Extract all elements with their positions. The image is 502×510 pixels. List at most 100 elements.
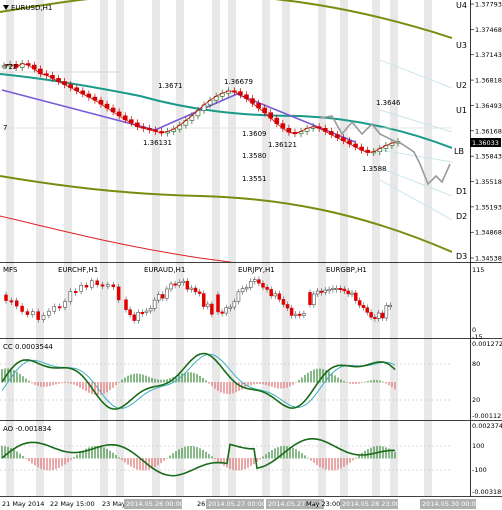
annotation-4: 1.3609	[242, 130, 267, 138]
cc-bar	[37, 382, 39, 387]
cc-bar	[391, 382, 393, 388]
session-stripe	[424, 0, 432, 496]
session-stripe	[36, 0, 44, 496]
mfs-candle	[308, 292, 312, 305]
ao-bar	[166, 457, 168, 459]
ao-bar	[70, 458, 72, 460]
ao-bar	[169, 455, 171, 459]
x-label-7: 2014.05.27 18:00	[268, 500, 326, 508]
ao-bar	[37, 458, 39, 468]
ao-bar	[352, 458, 354, 461]
mfs-candle	[232, 301, 237, 308]
cc-bar	[64, 382, 66, 383]
cc-bar	[235, 382, 237, 393]
ao-bar	[313, 458, 315, 463]
ao-bar	[370, 447, 372, 459]
ao-bar	[28, 458, 30, 462]
ao-bar	[244, 458, 246, 470]
ao-label: AO -0.001834	[3, 425, 52, 433]
cc-bar	[238, 382, 240, 391]
level-d3: D3	[456, 252, 467, 261]
ao-tick-4: -0.003181	[472, 488, 502, 496]
ao-bar	[349, 458, 351, 463]
cc-bar	[301, 377, 303, 383]
ao-bar	[79, 452, 81, 459]
mfs-candle	[52, 306, 57, 312]
session-stripe	[152, 0, 160, 496]
cc-bar	[289, 382, 291, 387]
ao-bar	[208, 454, 210, 459]
ao-bar	[46, 458, 48, 471]
cc-bar	[139, 373, 141, 383]
cc-bar	[373, 379, 375, 383]
mfs-candle	[20, 305, 24, 312]
mfs-candle	[265, 287, 269, 290]
ao-bar	[232, 458, 234, 470]
cc-histogram	[1, 368, 396, 396]
cc-bar	[226, 382, 228, 395]
triangle-icon	[3, 5, 9, 10]
level-u1: U1	[456, 106, 467, 115]
cc-bar	[316, 368, 318, 383]
cc-bar	[367, 380, 369, 383]
level-lb: LB	[454, 147, 464, 156]
mfs-candle	[281, 299, 286, 305]
session-stripe	[340, 0, 348, 496]
annotation-7: 1.3551	[242, 175, 267, 183]
cc-bar	[34, 382, 36, 385]
ao-bar	[160, 458, 162, 464]
cc-tick-3: 20	[472, 396, 480, 404]
ao-bar	[190, 446, 192, 459]
price-tick-label: 1.35193	[475, 203, 502, 211]
mfs-candle	[361, 304, 366, 308]
ao-bar	[310, 458, 312, 461]
ao-bar	[298, 451, 300, 459]
cc-bar	[271, 382, 273, 387]
session-stripe	[116, 0, 124, 496]
ao-bar	[334, 458, 336, 471]
mfs-candle	[228, 306, 233, 309]
ao-bar	[214, 458, 216, 460]
cc-bar	[340, 379, 342, 383]
ao-bar	[337, 458, 339, 470]
price-annotations: 1.3671 1.36679 1.36131 1.3609 1.36121 1.…	[3, 63, 401, 183]
cc-bar	[82, 382, 84, 390]
cc-bar	[199, 375, 201, 383]
ao-bar	[172, 453, 174, 459]
ao-bar	[34, 458, 36, 466]
ao-bar	[292, 447, 294, 459]
ao-bar	[280, 446, 282, 459]
cc-bar	[196, 374, 198, 383]
ao-bar	[277, 447, 279, 459]
ao-bar	[55, 458, 57, 470]
cc-bar	[190, 372, 192, 383]
mfs-panel-4: EURGBP,H1	[326, 266, 367, 274]
current-price-label: 1.36033	[472, 139, 499, 147]
ao-bar	[97, 446, 99, 459]
ao-bar	[184, 446, 186, 459]
ao-bar	[217, 458, 219, 462]
ao-bar	[67, 458, 69, 463]
ao-bar	[202, 449, 204, 459]
mfs-candle	[248, 281, 253, 288]
projection-path-gray	[319, 115, 451, 186]
cc-bar	[157, 379, 159, 383]
cc-bar	[229, 382, 231, 395]
cc-bar	[76, 382, 78, 387]
cc-bar	[121, 379, 123, 383]
ao-bar	[43, 458, 45, 470]
ao-bar	[223, 458, 225, 466]
ao-bar	[304, 455, 306, 459]
cc-bar	[370, 380, 372, 383]
mfs-candle	[128, 309, 132, 316]
level-labels: U4 U3 U2 U1 LB D1 D2 D3	[454, 1, 467, 261]
mfs-candle	[236, 291, 241, 302]
chart-title-group: EURUSD,H1	[3, 4, 52, 12]
price-candles	[1, 60, 401, 157]
cc-bar	[208, 382, 210, 384]
ao-histogram	[1, 446, 396, 471]
cc-bar	[358, 382, 360, 384]
cc-bar	[346, 382, 348, 383]
cc-bar	[187, 372, 189, 383]
